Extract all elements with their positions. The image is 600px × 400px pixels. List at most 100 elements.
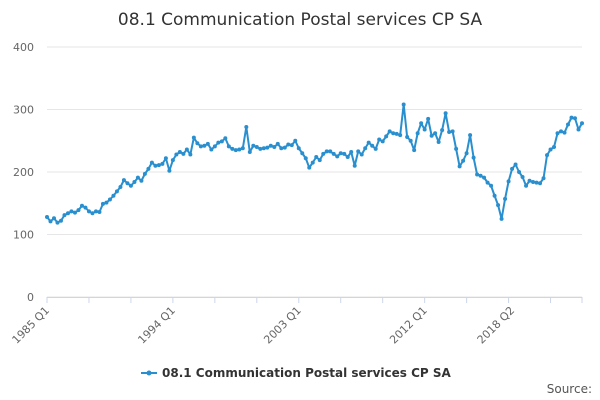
data-point[interactable]	[359, 152, 364, 157]
data-point[interactable]	[527, 178, 532, 183]
data-point[interactable]	[289, 143, 294, 148]
data-point[interactable]	[534, 180, 539, 185]
data-point[interactable]	[531, 180, 536, 184]
data-point[interactable]	[146, 166, 151, 171]
data-point[interactable]	[569, 115, 574, 120]
data-point[interactable]	[254, 145, 259, 149]
data-point[interactable]	[366, 140, 371, 145]
data-point[interactable]	[461, 158, 466, 163]
data-point[interactable]	[219, 139, 224, 144]
data-point[interactable]	[226, 144, 231, 149]
data-point[interactable]	[520, 175, 525, 179]
data-point[interactable]	[293, 138, 298, 143]
data-point[interactable]	[205, 141, 210, 146]
data-point[interactable]	[55, 220, 60, 225]
data-point[interactable]	[513, 162, 518, 167]
data-point[interactable]	[342, 151, 347, 156]
data-point[interactable]	[177, 150, 182, 154]
data-point[interactable]	[93, 209, 98, 214]
data-point[interactable]	[223, 136, 228, 141]
data-point[interactable]	[195, 141, 200, 146]
data-point[interactable]	[90, 211, 95, 216]
data-point[interactable]	[258, 146, 263, 151]
data-point[interactable]	[163, 156, 168, 161]
data-point[interactable]	[58, 218, 63, 223]
data-point[interactable]	[233, 148, 238, 153]
data-point[interactable]	[244, 125, 249, 129]
data-point[interactable]	[153, 163, 158, 168]
legend[interactable]: 08.1 Communication Postal services CP SA	[141, 366, 452, 380]
data-point[interactable]	[156, 163, 161, 168]
data-point[interactable]	[496, 203, 501, 208]
data-point[interactable]	[401, 102, 406, 107]
data-point[interactable]	[545, 153, 550, 158]
data-point[interactable]	[282, 145, 287, 150]
data-point[interactable]	[139, 178, 144, 183]
data-point[interactable]	[230, 146, 235, 151]
data-point[interactable]	[552, 145, 557, 149]
data-point[interactable]	[471, 155, 476, 160]
data-point[interactable]	[443, 111, 448, 116]
credits[interactable]: Source:	[547, 382, 592, 396]
data-point[interactable]	[240, 146, 245, 151]
data-point[interactable]	[506, 179, 511, 184]
data-point[interactable]	[489, 183, 494, 188]
data-point[interactable]	[142, 171, 147, 176]
data-point[interactable]	[286, 142, 291, 147]
data-point[interactable]	[48, 219, 53, 224]
data-point[interactable]	[324, 149, 329, 154]
data-point[interactable]	[300, 151, 305, 156]
data-point[interactable]	[314, 155, 319, 159]
data-point[interactable]	[86, 209, 91, 214]
data-point[interactable]	[335, 154, 340, 159]
data-point[interactable]	[454, 146, 459, 151]
data-point[interactable]	[450, 129, 455, 134]
data-point[interactable]	[97, 210, 102, 214]
data-point[interactable]	[310, 160, 315, 165]
data-point[interactable]	[517, 170, 522, 174]
data-point[interactable]	[83, 205, 88, 210]
data-point[interactable]	[412, 148, 417, 153]
data-point[interactable]	[559, 129, 564, 134]
data-point[interactable]	[181, 151, 186, 156]
data-point[interactable]	[265, 145, 270, 150]
data-point[interactable]	[212, 144, 217, 149]
data-point[interactable]	[104, 200, 109, 205]
data-point[interactable]	[160, 161, 165, 166]
data-point[interactable]	[380, 139, 385, 144]
data-point[interactable]	[174, 152, 179, 157]
data-point[interactable]	[510, 166, 515, 171]
data-point[interactable]	[478, 173, 483, 178]
data-point[interactable]	[345, 155, 350, 159]
data-point[interactable]	[580, 121, 584, 126]
data-point[interactable]	[391, 131, 396, 136]
data-point[interactable]	[76, 208, 81, 213]
data-point[interactable]	[363, 146, 368, 151]
data-point[interactable]	[45, 215, 49, 219]
data-point[interactable]	[464, 151, 469, 156]
data-point[interactable]	[188, 152, 193, 157]
data-point[interactable]	[317, 158, 322, 163]
data-point[interactable]	[436, 140, 441, 144]
data-point[interactable]	[307, 165, 312, 170]
data-point[interactable]	[251, 143, 256, 148]
data-point[interactable]	[426, 116, 431, 121]
data-point[interactable]	[321, 151, 326, 156]
data-point[interactable]	[65, 211, 70, 216]
data-point[interactable]	[268, 143, 273, 148]
data-point[interactable]	[356, 149, 361, 154]
data-point[interactable]	[555, 131, 560, 136]
data-point[interactable]	[457, 164, 462, 169]
data-point[interactable]	[132, 180, 137, 184]
data-point[interactable]	[135, 175, 140, 180]
data-point[interactable]	[566, 122, 571, 127]
data-point[interactable]	[485, 180, 490, 185]
data-point[interactable]	[405, 135, 410, 139]
data-point[interactable]	[100, 201, 105, 206]
data-point[interactable]	[328, 149, 333, 154]
data-point[interactable]	[499, 216, 504, 221]
data-point[interactable]	[184, 147, 189, 152]
data-point[interactable]	[440, 128, 445, 133]
data-point[interactable]	[331, 151, 336, 156]
data-point[interactable]	[524, 183, 529, 188]
